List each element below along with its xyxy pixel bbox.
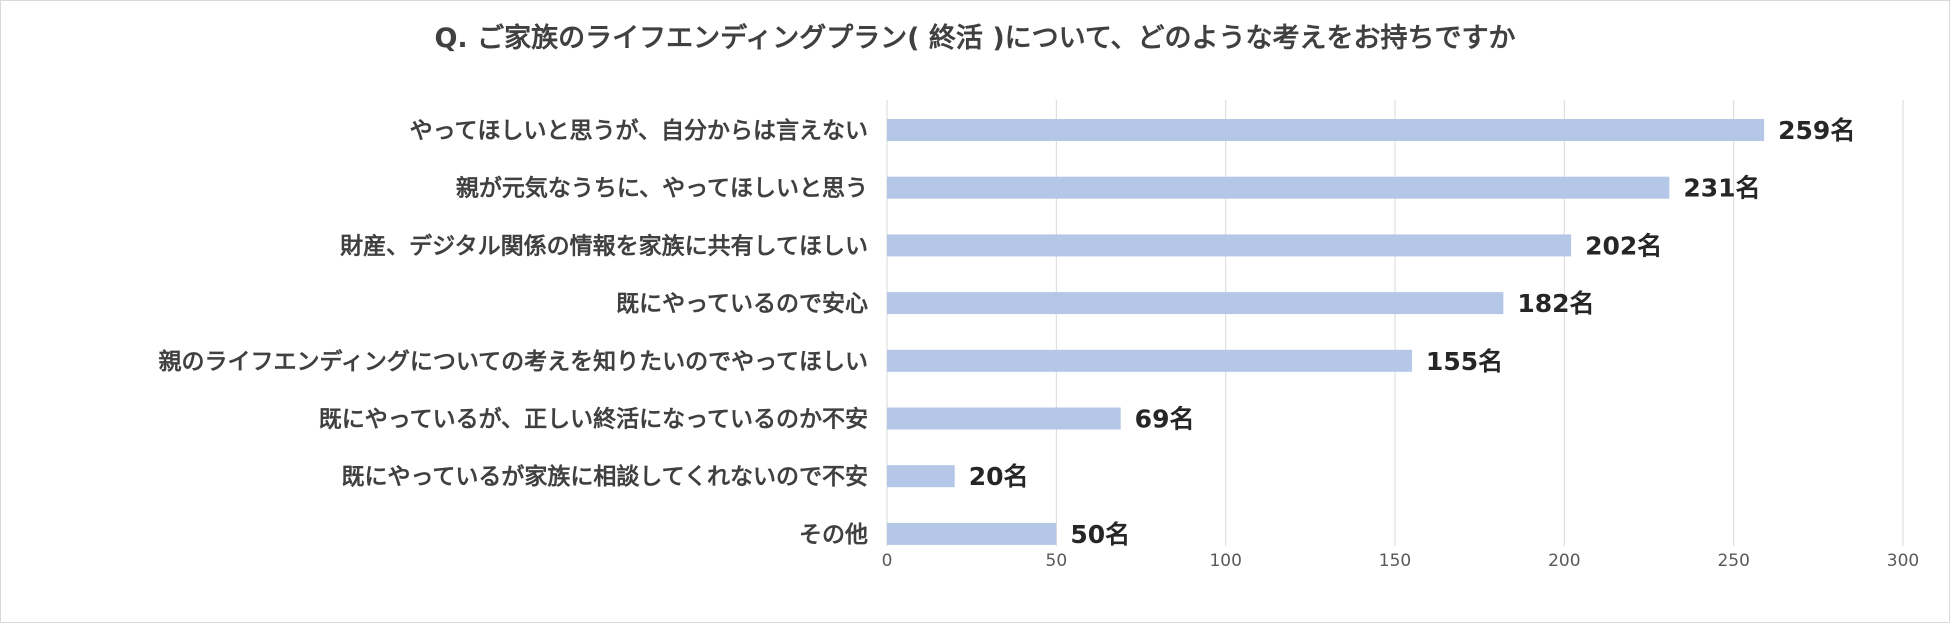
bar (887, 234, 1572, 257)
bar (887, 407, 1121, 430)
x-tick-label: 300 (1887, 551, 1919, 571)
category-label: 財産、デジタル関係の情報を家族に共有してほしい (340, 232, 868, 259)
data-label: 259名 (1778, 116, 1855, 145)
x-tick-label: 50 (1046, 551, 1068, 571)
category-label: 既にやっているが、正しい終活になっているのか不安 (319, 406, 868, 433)
data-labels: 259名 231名 202名 182名 155名 69名 20名 50名 (969, 116, 1856, 549)
chart-title: Q. ご家族のライフエンディングプラン( 終活 )について、どのような考えをお持… (434, 22, 1515, 54)
x-tick-label: 200 (1548, 551, 1580, 571)
bar (887, 465, 955, 488)
data-label: 69名 (1135, 405, 1195, 434)
x-tick-label: 150 (1379, 551, 1411, 571)
x-tick-label: 100 (1209, 551, 1241, 571)
bar (887, 292, 1504, 315)
category-label: その他 (799, 522, 868, 548)
category-label: 親が元気なうちに、やってほしいと思う (456, 175, 868, 202)
data-label: 182名 (1517, 289, 1594, 318)
category-label: 既にやっているので安心 (616, 290, 868, 317)
x-tick-label: 0 (882, 551, 893, 571)
bar (887, 522, 1057, 545)
category-label: 親のライフエンディングについての考えを知りたいのでやってほしい (158, 348, 868, 375)
data-label: 231名 (1683, 174, 1760, 203)
x-tick-label: 250 (1717, 551, 1749, 571)
bar (887, 176, 1670, 199)
category-labels: やってほしいと思うが、自分からは言えない親が元気なうちに、やってほしいと思う財産… (158, 117, 868, 548)
category-label: 既にやっているが家族に相談してくれないので不安 (342, 463, 868, 490)
data-label: 20名 (969, 462, 1029, 491)
data-label: 155名 (1426, 347, 1503, 376)
data-label: 50名 (1070, 520, 1130, 549)
x-axis-tick-labels: 0 50 100 150 200 250 300 (882, 551, 1920, 571)
bar (887, 349, 1412, 372)
bars (887, 119, 1765, 545)
grid-lines (886, 100, 1904, 546)
data-label: 202名 (1585, 231, 1662, 260)
category-label: やってほしいと思うが、自分からは言えない (410, 117, 868, 144)
bar (887, 119, 1765, 141)
